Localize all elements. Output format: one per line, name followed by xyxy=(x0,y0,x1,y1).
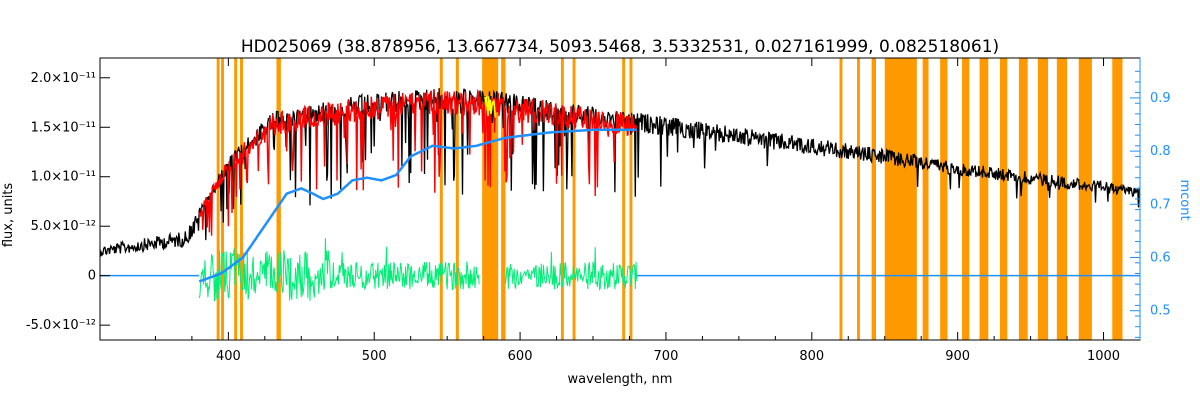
masked-region-band xyxy=(962,58,970,340)
masked-region-band xyxy=(629,58,633,340)
masked-region-band xyxy=(922,58,929,340)
masked-region-band xyxy=(439,58,443,340)
masked-region-band xyxy=(1037,58,1049,340)
masked-region-band xyxy=(560,58,564,340)
y-tick-label-left: 1.0×10⁻¹¹ xyxy=(31,170,96,185)
y-tick-label-left: 2.0×10⁻¹¹ xyxy=(31,71,96,86)
masked-region-band xyxy=(234,58,238,340)
y-tick-label-left: 0 xyxy=(88,269,96,284)
masked-region-band xyxy=(884,58,917,340)
y-tick-label-left: 5.0×10⁻¹² xyxy=(31,219,96,234)
masked-region-band xyxy=(1112,58,1123,340)
residuals-series xyxy=(198,238,638,302)
masked-region-band xyxy=(839,58,843,340)
masked-region-band xyxy=(940,58,948,340)
masked-region-band xyxy=(857,58,860,340)
x-tick-label: 500 xyxy=(362,349,387,364)
y-tick-label-right: 0.8 xyxy=(1150,144,1171,159)
x-axis-label: wavelength, nm xyxy=(568,372,673,387)
x-tick-label: 900 xyxy=(945,349,970,364)
x-tick-label: 1000 xyxy=(1087,349,1120,364)
masked-region-band xyxy=(1078,58,1092,340)
chart-title: HD025069 (38.878956, 13.667734, 5093.546… xyxy=(241,37,999,57)
y-axis-label-right: mcont xyxy=(1177,179,1192,220)
masked-region-band xyxy=(572,58,576,340)
axes: 400 500 600 700 800 900 1000 2.0×10⁻¹¹ 1.5×10⁻¹¹… xyxy=(26,57,1171,364)
model-fit-series xyxy=(198,88,638,236)
x-tick-label: 400 xyxy=(216,349,241,364)
y-axis-label-left: flux, units xyxy=(1,183,16,248)
masked-region-band xyxy=(1056,58,1068,340)
x-tick-label: 700 xyxy=(654,349,679,364)
y-tick-label-right: 0.7 xyxy=(1150,197,1171,212)
masked-region-band xyxy=(1018,58,1028,340)
y-tick-label-left: 1.5×10⁻¹¹ xyxy=(31,120,96,135)
continuum-series xyxy=(100,128,1140,283)
masked-regions xyxy=(216,58,1123,340)
y-tick-label-right: 0.9 xyxy=(1150,91,1171,106)
y-tick-label-right: 0.5 xyxy=(1150,304,1171,319)
fit-highlight-series xyxy=(484,95,497,118)
x-tick-label: 800 xyxy=(799,349,824,364)
masked-region-band xyxy=(501,58,506,340)
masked-region-band xyxy=(979,58,989,340)
masked-region-band xyxy=(999,58,1008,340)
model-fit-line xyxy=(198,88,638,236)
masked-region-band xyxy=(455,58,459,340)
continuum-line xyxy=(198,128,637,283)
masked-region-band xyxy=(871,58,876,340)
residuals-line xyxy=(198,238,638,302)
masked-region-band xyxy=(622,58,626,340)
masked-region-band xyxy=(216,58,220,340)
y-tick-label-left: -5.0×10⁻¹² xyxy=(26,318,96,333)
y-tick-label-right: 0.6 xyxy=(1150,251,1171,266)
masked-region-band xyxy=(276,58,281,340)
highlight-line xyxy=(484,95,497,118)
x-tick-label: 600 xyxy=(508,349,533,364)
